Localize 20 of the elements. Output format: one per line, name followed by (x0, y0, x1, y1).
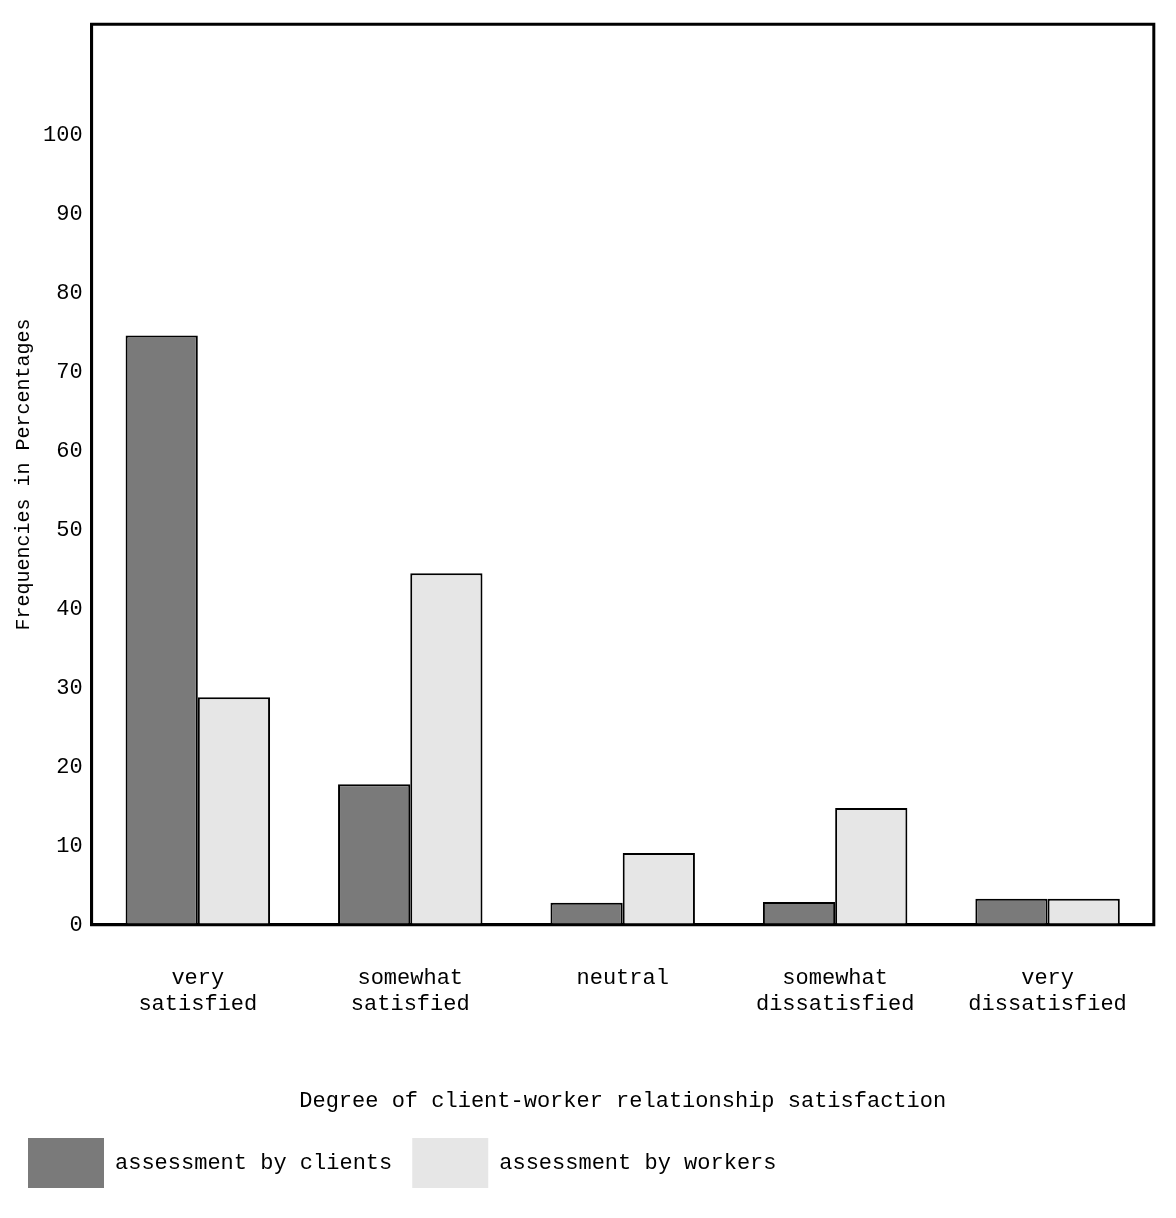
y-axis-title: Frequencies in Percentages (12, 318, 36, 631)
y-tick-label: 80 (56, 280, 83, 306)
y-tick-label: 90 (56, 201, 83, 227)
x-tick-label: neutral (576, 965, 669, 991)
x-tick-label: very satisfied (138, 965, 258, 1018)
x-tick-label: somewhat dissatisfied (755, 965, 915, 1018)
y-tick-label: 20 (56, 754, 83, 780)
y-tick-label: 0 (69, 912, 83, 938)
y-tick-label: 100 (43, 122, 83, 148)
x-axis-title: Degree of client-worker relationship satisfaction (299, 1088, 947, 1114)
y-tick-label: 60 (56, 438, 83, 464)
x-tick-label: very dissatisfied (968, 965, 1127, 1018)
legend-label: assessment by workers (499, 1150, 777, 1176)
y-tick-label: 10 (56, 833, 83, 859)
y-tick-label: 70 (56, 359, 83, 385)
y-tick-label: 50 (56, 517, 83, 543)
y-tick-label: 40 (56, 596, 83, 622)
x-tick-label: somewhat satisfied (350, 965, 470, 1018)
y-tick-label: 30 (56, 675, 83, 701)
legend-label: assessment by clients (115, 1150, 393, 1176)
